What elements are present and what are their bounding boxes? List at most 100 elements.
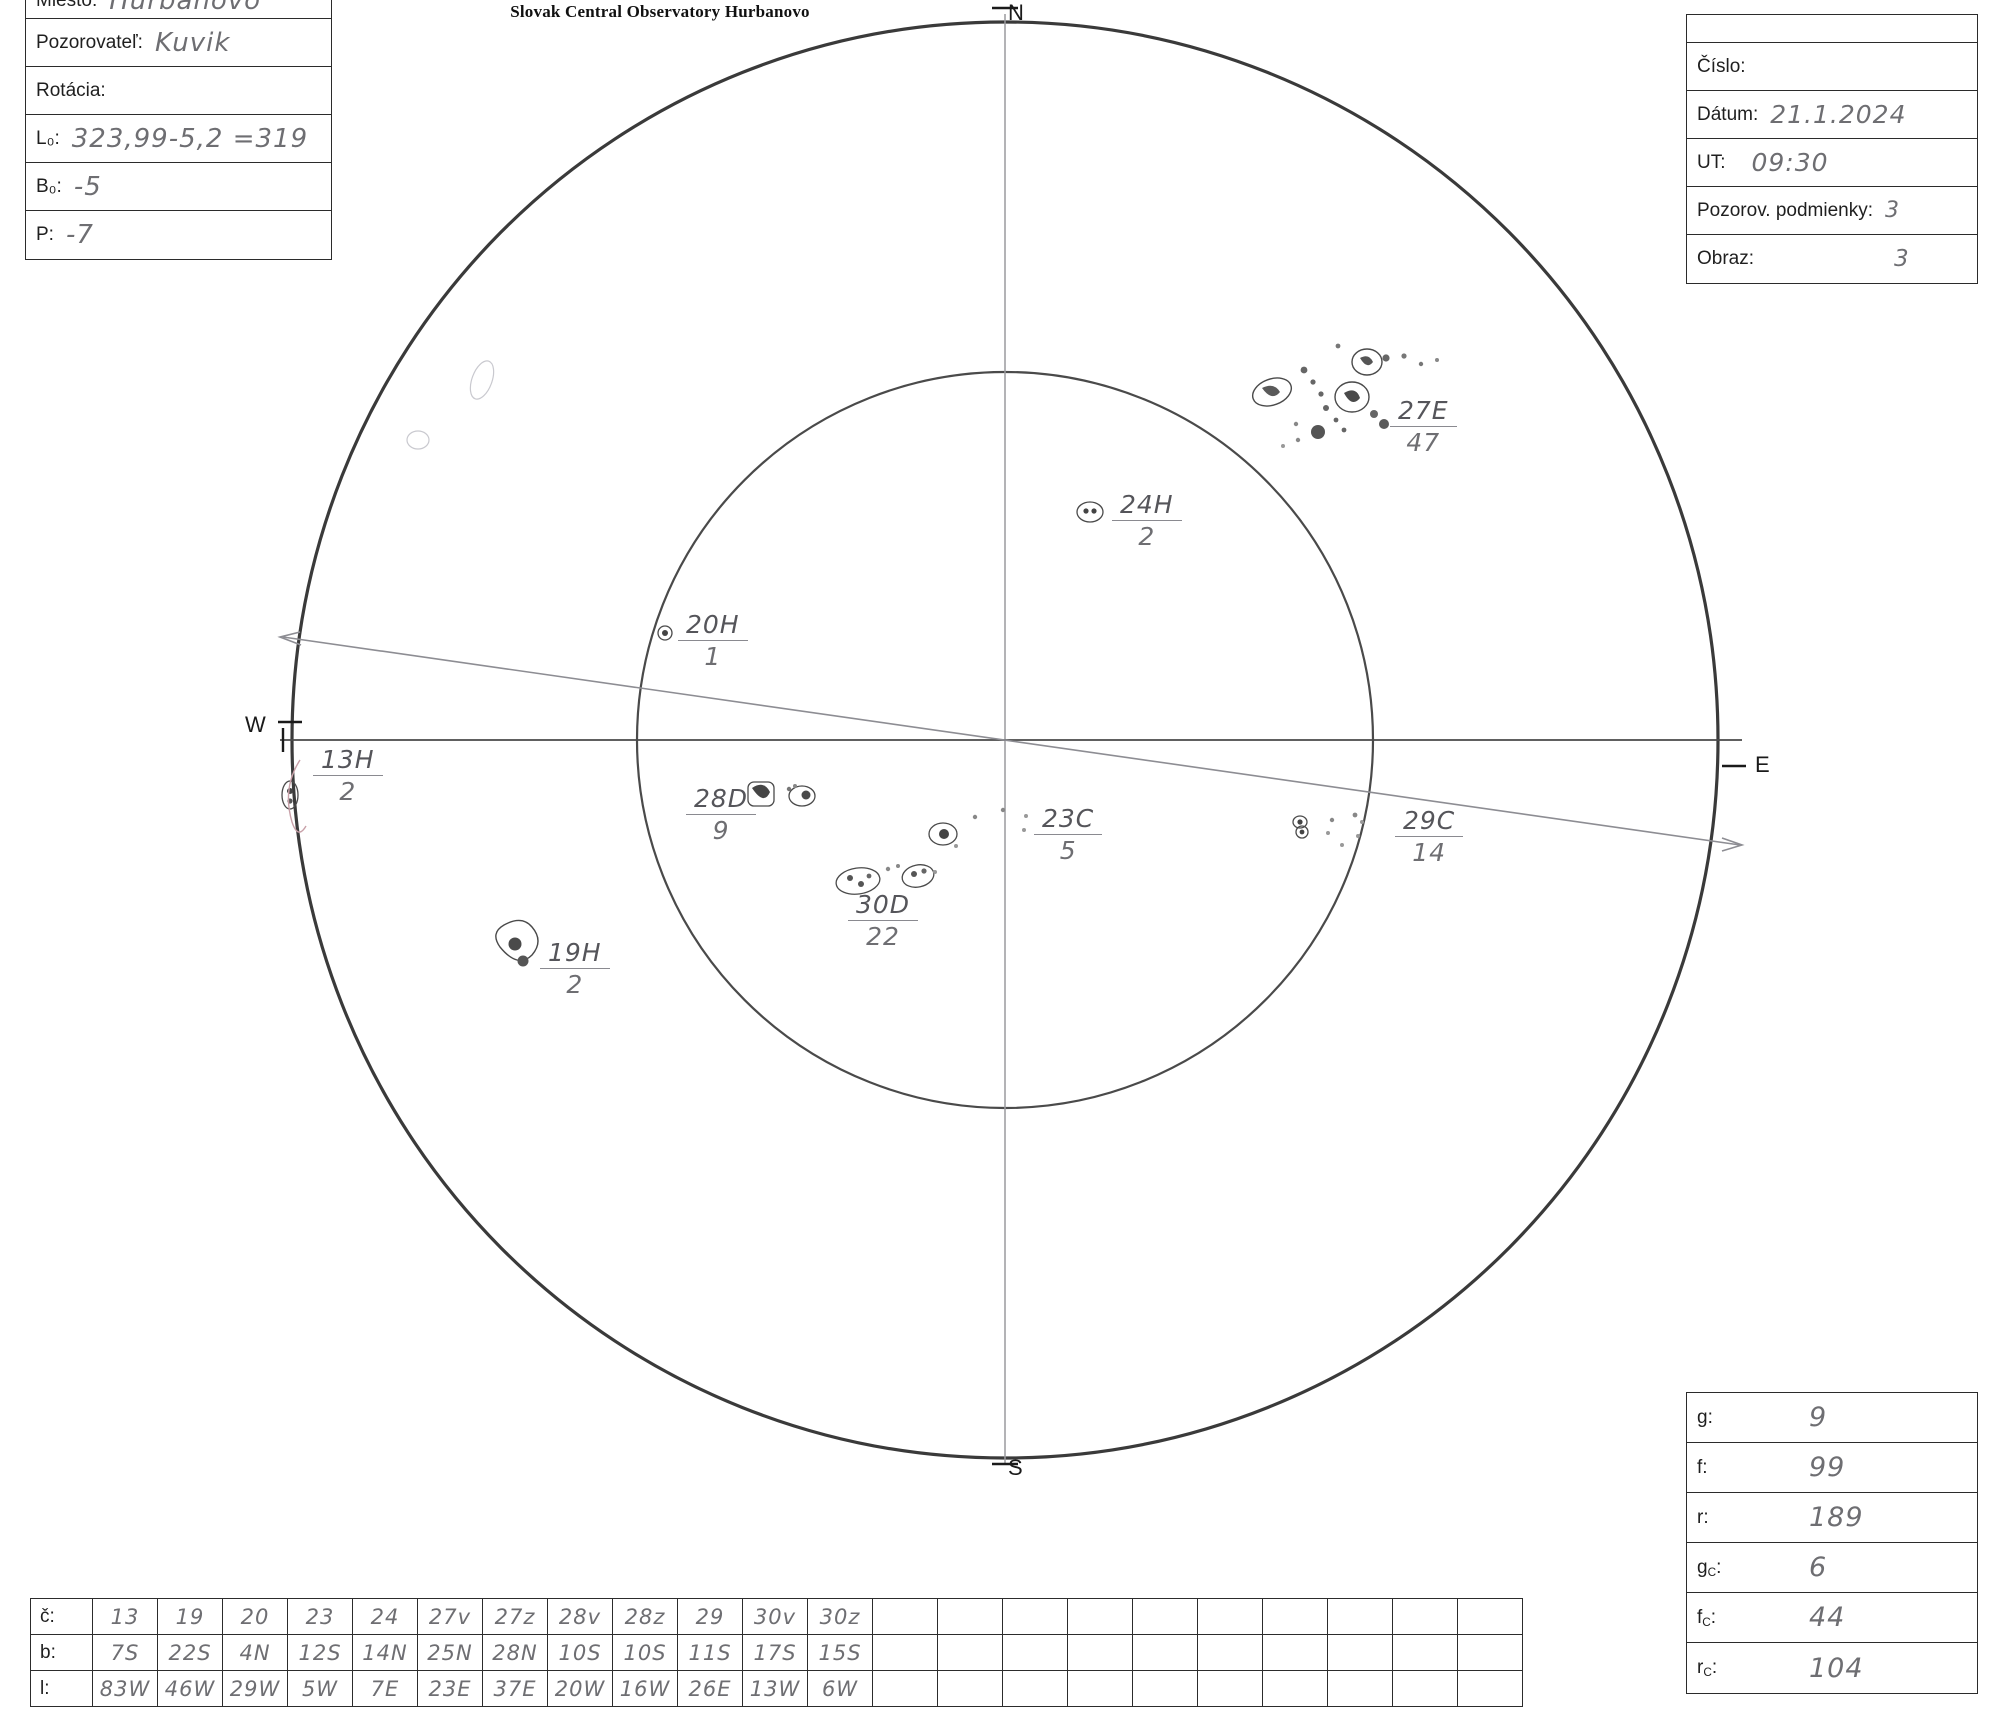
cell-c: [937, 1598, 1003, 1635]
cell-b: 15S: [807, 1634, 873, 1671]
field-label: Číslo:: [1697, 55, 1746, 77]
sunspot-group-19H: [495, 919, 539, 967]
result-value: 104: [1809, 1652, 1864, 1684]
cell-l: [1457, 1670, 1523, 1707]
cell-b: 28N: [482, 1634, 548, 1671]
meta-row-blank: [1687, 15, 1977, 43]
cardinal-north: N: [1008, 0, 1024, 25]
cell-l: [1197, 1670, 1263, 1707]
group-label-13H: 13H 2: [313, 746, 383, 807]
field-value: 21.1.2024: [1770, 100, 1907, 129]
cell-c: [1262, 1598, 1328, 1635]
cell-l: [1262, 1670, 1328, 1707]
cell-l: [1327, 1670, 1393, 1707]
group-id: 30D: [848, 891, 919, 922]
field-value: 3: [1894, 246, 1910, 272]
cell-c: 30z: [807, 1598, 873, 1635]
group-count: 47: [1406, 428, 1441, 458]
field-cislo: Číslo:: [1687, 43, 1977, 91]
sunspot-group-23C: [928, 807, 1028, 848]
cell-c: 20: [222, 1598, 288, 1635]
cell-l: 7E: [352, 1670, 418, 1707]
field-rotacia: Rotácia:: [26, 67, 331, 115]
cell-c: [1002, 1598, 1068, 1635]
result-label: r:: [1697, 1506, 1709, 1528]
field-value: 3: [1885, 198, 1901, 223]
result-row-rc: rC: 104: [1687, 1643, 1977, 1693]
result-label: fC:: [1697, 1606, 1717, 1629]
cell-b: 22S: [157, 1634, 223, 1671]
cell-l: 13W: [742, 1670, 808, 1707]
field-value: 09:30: [1751, 148, 1829, 177]
group-label-19H: 19H 2: [540, 939, 610, 1000]
result-value: 44: [1809, 1602, 1846, 1633]
sunspot-group-20H: [657, 625, 673, 641]
table-row: l: 83W 46W 29W 5W 7E 23E 37E 20W 16W 26E…: [30, 1670, 1523, 1707]
cell-c: [872, 1598, 938, 1635]
cell-c: [1067, 1598, 1133, 1635]
cell-l: [1392, 1670, 1458, 1707]
sunspot-group-13H: [281, 759, 307, 833]
group-count: 22: [866, 922, 900, 952]
cell-c: 19: [157, 1598, 223, 1635]
equator-arrow-east: [1721, 837, 1745, 852]
row-header-b: b:: [30, 1634, 93, 1671]
group-id: 28D: [686, 785, 757, 816]
cell-l: 46W: [157, 1670, 223, 1707]
cell-l: 6W: [807, 1670, 873, 1707]
result-row-r: r: 189: [1687, 1493, 1977, 1543]
field-obraz: Obraz: 3: [1687, 235, 1977, 283]
cell-b: [937, 1634, 1003, 1671]
cell-c: 27v: [417, 1598, 483, 1635]
cell-b: 10S: [547, 1634, 613, 1671]
field-label: UT:: [1697, 151, 1726, 173]
field-value: -5: [73, 171, 102, 202]
cell-l: [1002, 1670, 1068, 1707]
group-count: 2: [339, 777, 357, 807]
group-count: 9: [712, 816, 730, 846]
cell-l: 83W: [92, 1670, 158, 1707]
cardinal-west: W: [245, 712, 266, 737]
field-label: Obraz:: [1697, 248, 1755, 269]
field-l0: L₀: 323,99-5,2 =319: [26, 115, 331, 163]
stray-pencil-marks: [406, 360, 495, 450]
cell-l: 20W: [547, 1670, 613, 1707]
field-value: Hurbanovo: [109, 0, 262, 16]
result-label: f:: [1697, 1456, 1708, 1478]
cell-c: [1197, 1598, 1263, 1635]
result-value: 6: [1809, 1552, 1828, 1583]
result-value: 189: [1809, 1502, 1864, 1533]
group-label-30D: 30D 22: [848, 891, 919, 952]
group-id: 23C: [1034, 805, 1103, 836]
cell-c: [1327, 1598, 1393, 1635]
measurements-table: č: 13 19 20 23 24 27v 27z 28v 28z 29 30v…: [30, 1598, 1523, 1707]
cell-l: [872, 1670, 938, 1707]
cell-b: [1392, 1634, 1458, 1671]
field-pozorovatel: Pozorovateľ: Kuvik: [26, 19, 331, 67]
field-label: P:: [36, 224, 54, 245]
result-value: 9: [1809, 1402, 1828, 1433]
sunspot-group-29C: [1292, 812, 1364, 847]
cell-b: [1002, 1634, 1068, 1671]
cell-c: 28z: [612, 1598, 678, 1635]
cell-c: [1457, 1598, 1523, 1635]
solar-equator-line: [282, 636, 1741, 846]
field-value: -7: [65, 220, 94, 250]
field-value: 323,99-5,2 =319: [71, 123, 309, 154]
cell-b: [872, 1634, 938, 1671]
cell-l: 37E: [482, 1670, 548, 1707]
result-row-f: f: 99: [1687, 1443, 1977, 1493]
row-header-c: č:: [30, 1598, 93, 1635]
group-id: 27E: [1390, 397, 1457, 428]
group-label-24H: 24H 2: [1112, 491, 1182, 552]
cell-b: [1327, 1634, 1393, 1671]
field-label: Miesto:: [36, 0, 98, 11]
group-count: 2: [566, 970, 584, 1000]
field-ut: UT: 09:30: [1687, 139, 1977, 187]
cardinal-south: S: [1008, 1455, 1023, 1480]
cell-b: 17S: [742, 1634, 808, 1671]
cell-b: [1457, 1634, 1523, 1671]
cardinal-east: E: [1755, 752, 1770, 777]
cell-c: 28v: [547, 1598, 613, 1635]
group-id: 29C: [1395, 807, 1464, 838]
